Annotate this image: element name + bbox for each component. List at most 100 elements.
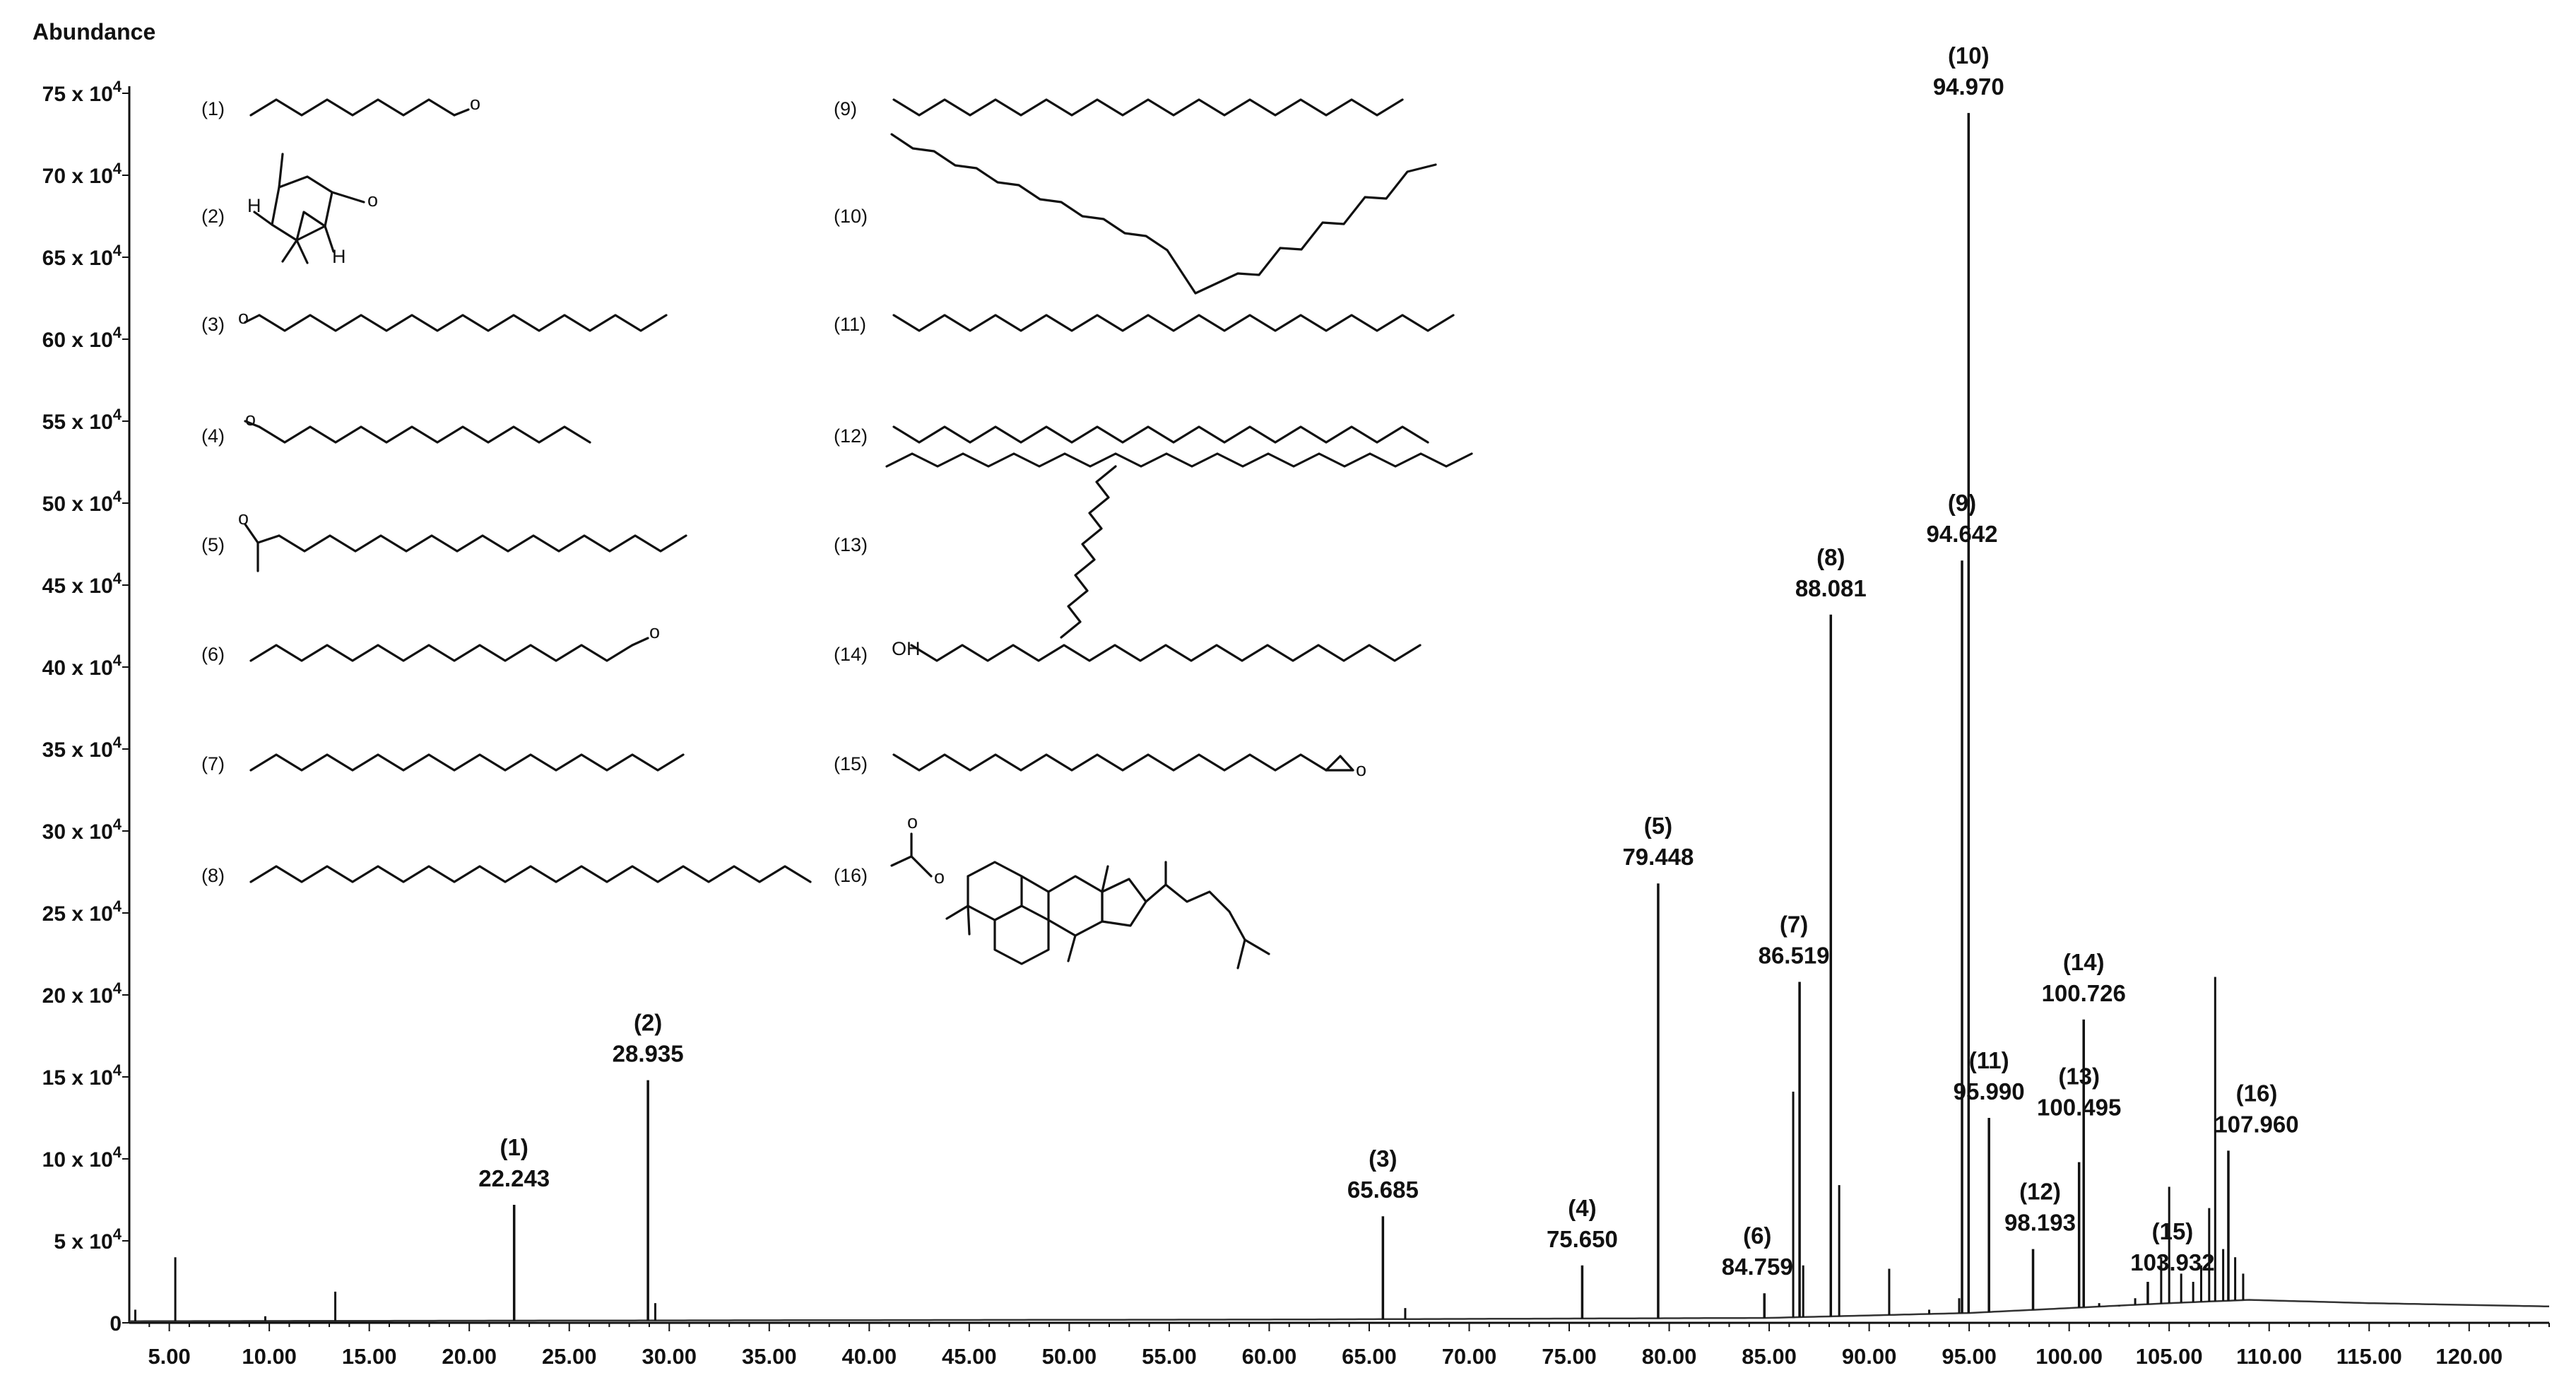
x-tick-label: 120.00: [2435, 1344, 2503, 1369]
x-tick-label: 95.00: [1942, 1344, 1997, 1369]
structure-2-h2: [324, 225, 335, 253]
y-tick-label: 35 x 104: [42, 733, 122, 762]
structure-label: (7): [201, 753, 225, 774]
structure-3: [258, 314, 668, 332]
structure-16-me5: [1243, 938, 1270, 955]
peak-label-id: (6): [1743, 1222, 1771, 1249]
compound-structures: (1) o (2) o H H (3) o (4) o (5) o (6) o (7) (8) (9) (10) (…: [201, 93, 1473, 970]
y-tick-label: 15 x 104: [42, 1061, 122, 1090]
peak-label-id: (3): [1369, 1145, 1397, 1172]
structure-15-oxygen: o: [1356, 759, 1366, 780]
axes: [128, 86, 2550, 1331]
structure-2-ketone: [331, 191, 365, 204]
structure-label: (14): [834, 644, 868, 665]
x-tick-label: 60.00: [1242, 1344, 1297, 1369]
structure-16-me3: [1067, 934, 1077, 962]
structure-16-me2: [967, 904, 971, 936]
structure-9: [892, 98, 1404, 117]
x-tick-label: 20.00: [442, 1344, 497, 1369]
peak-label-rt: 86.519: [1759, 942, 1830, 968]
structure-5-oxygen: o: [238, 507, 249, 529]
peak-label-id: (2): [634, 1010, 662, 1036]
peak-label-id: (16): [2236, 1080, 2278, 1106]
x-tick-label: 5.00: [148, 1344, 190, 1369]
peak-label-rt: 88.081: [1795, 575, 1867, 601]
peak-label-rt: 95.990: [1954, 1078, 2025, 1104]
x-tick-label: 30.00: [642, 1344, 697, 1369]
peak-label-rt: 107.960: [2214, 1111, 2298, 1137]
structure-label: (3): [201, 314, 225, 335]
structure-1-carbonyl: [453, 108, 470, 117]
structure-label: (15): [834, 753, 868, 774]
structure-label: (5): [201, 534, 225, 555]
y-tick-label: 0: [110, 1312, 122, 1336]
structure-6-carbonyl: [631, 637, 649, 647]
structure-16-acetyl: [890, 832, 913, 867]
structure-label: (2): [201, 206, 225, 227]
x-tick-label: 85.00: [1742, 1344, 1797, 1369]
chromatogram-trace: [129, 112, 2550, 1322]
y-tick-label: 70 x 104: [42, 160, 122, 188]
structure-3-carbonyl: [244, 314, 261, 324]
peak-label-id: (8): [1816, 544, 1845, 570]
structure-5: [278, 534, 687, 553]
structure-label: (9): [834, 98, 857, 119]
structure-2-oxygen: o: [367, 189, 378, 211]
structure-12: [892, 425, 1429, 444]
structure-6: [249, 644, 634, 662]
structure-15-epoxide: [1325, 755, 1354, 772]
structure-label: (13): [834, 534, 868, 555]
peak-label-rt: 100.726: [2042, 980, 2126, 1006]
peak-label-rt: 100.495: [2037, 1095, 2121, 1121]
structure-1: [249, 98, 456, 117]
y-axis-title: Abundance: [33, 19, 155, 45]
y-tick-label: 65 x 104: [42, 242, 122, 270]
structure-16-carbonyl-oxygen: o: [907, 811, 918, 832]
structure-2-methyl: [278, 153, 284, 189]
peak-label-rt: 84.759: [1722, 1254, 1793, 1280]
structure-15: [892, 753, 1328, 772]
y-tick-label: 20 x 104: [42, 979, 122, 1008]
structure-16-sidechain: [1164, 883, 1246, 970]
structure-16-me4: [1101, 865, 1109, 893]
structure-5-ketone: [256, 534, 280, 572]
x-tick-label: 10.00: [242, 1344, 297, 1369]
peak-label-id: (10): [1948, 42, 1990, 69]
y-tick-label: 55 x 104: [42, 406, 122, 434]
x-tick-label: 50.00: [1042, 1344, 1097, 1369]
peak-label-id: (4): [1568, 1195, 1596, 1221]
structure-13-branch: [1060, 465, 1117, 639]
structure-label: (16): [834, 865, 868, 886]
structure-4-carbonyl: [244, 420, 261, 428]
x-tick-label: 15.00: [342, 1344, 397, 1369]
x-tick-label: 115.00: [2336, 1344, 2402, 1369]
peak-label-rt: 22.243: [478, 1165, 550, 1191]
x-ticks: 5.00 10.00 15.00 20.00 25.00 30.00 35.00 40.00 4…: [148, 1344, 2503, 1369]
structure-4: [258, 425, 591, 444]
structure-16-ring-c: [1047, 875, 1104, 937]
structure-16-me1: [945, 904, 969, 920]
structure-2-me2: [295, 239, 309, 264]
structure-16-ring-d: [1101, 878, 1147, 927]
peak-label-rt: 65.685: [1347, 1177, 1419, 1203]
structure-13-main: [885, 452, 1473, 468]
peak-label-rt: 28.935: [613, 1041, 684, 1067]
x-tick-label: 45.00: [942, 1344, 997, 1369]
structure-2-h1: [253, 211, 273, 226]
y-tick-label: 75 x 104: [42, 78, 122, 106]
structure-2-hydrogen1: H: [247, 195, 261, 216]
x-tick-label: 25.00: [542, 1344, 597, 1369]
x-tick-label: 70.00: [1442, 1344, 1497, 1369]
peak-label-rt: 98.193: [2004, 1210, 2076, 1236]
peak-label-id: (1): [500, 1134, 528, 1160]
structure-2-bridge: [295, 211, 326, 242]
structure-label: (12): [834, 425, 868, 447]
structure-5-carbonyl: [244, 523, 259, 544]
y-tick-label: 10 x 104: [42, 1143, 122, 1172]
y-tick-label: 30 x 104: [42, 815, 122, 844]
peak-label-id: (14): [2063, 949, 2105, 975]
x-tick-label: 90.00: [1842, 1344, 1897, 1369]
peak-label-rt: 79.448: [1622, 844, 1694, 870]
y-tick-label: 40 x 104: [42, 652, 122, 680]
